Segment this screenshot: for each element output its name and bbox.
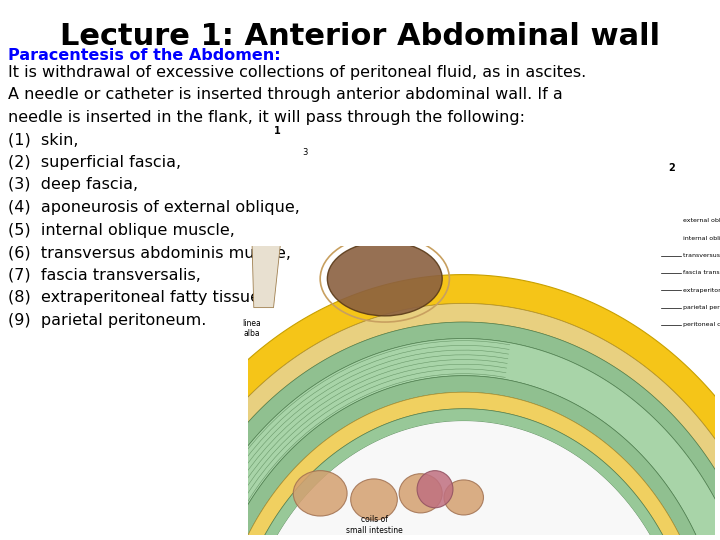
Text: Lecture 1: Anterior Abdominal wall: Lecture 1: Anterior Abdominal wall	[60, 22, 660, 51]
FancyBboxPatch shape	[279, 126, 300, 171]
Text: superficial fascia: superficial fascia	[0, 539, 1, 540]
Text: internal oblique: internal oblique	[683, 236, 720, 241]
Text: 1: 1	[274, 126, 280, 136]
Ellipse shape	[417, 471, 453, 508]
Text: fascia transversalis: fascia transversalis	[683, 271, 720, 275]
Polygon shape	[160, 303, 720, 540]
Text: A needle or catheter is inserted through anterior abdominal wall. If a: A needle or catheter is inserted through…	[8, 87, 563, 103]
Polygon shape	[137, 275, 720, 540]
Text: (8)  extraperitoneal fatty tissue,: (8) extraperitoneal fatty tissue,	[8, 290, 265, 305]
Text: external oblique: external oblique	[683, 219, 720, 224]
Text: 2: 2	[668, 164, 675, 173]
Text: Paracentesis of the Abdomen:: Paracentesis of the Abdomen:	[8, 48, 281, 63]
Ellipse shape	[444, 480, 483, 515]
Ellipse shape	[399, 474, 442, 513]
Text: peritoneal cavity: peritoneal cavity	[683, 322, 720, 327]
Polygon shape	[189, 339, 720, 540]
FancyBboxPatch shape	[650, 176, 668, 213]
Text: extraperitoneal fat: extraperitoneal fat	[683, 288, 720, 293]
Ellipse shape	[328, 241, 442, 316]
Polygon shape	[252, 241, 281, 308]
Polygon shape	[246, 409, 683, 540]
Text: 3: 3	[302, 148, 307, 157]
Text: coils of
small intestine: coils of small intestine	[346, 515, 402, 535]
Text: (9)  parietal peritoneum.: (9) parietal peritoneum.	[8, 313, 207, 327]
Text: (7)  fascia transversalis,: (7) fascia transversalis,	[8, 267, 201, 282]
Text: linea
alba: linea alba	[243, 319, 261, 339]
Text: needle is inserted in the flank, it will pass through the following:: needle is inserted in the flank, it will…	[8, 110, 525, 125]
Ellipse shape	[293, 471, 347, 516]
Text: (6)  transversus abdominis muscle,: (6) transversus abdominis muscle,	[8, 245, 291, 260]
Text: (4)  aponeurosis of external oblique,: (4) aponeurosis of external oblique,	[8, 200, 300, 215]
Text: (3)  deep fascia,: (3) deep fascia,	[8, 178, 138, 192]
Text: skin: skin	[0, 539, 1, 540]
Text: (5)  internal oblique muscle,: (5) internal oblique muscle,	[8, 222, 235, 238]
Polygon shape	[232, 392, 696, 540]
Polygon shape	[255, 421, 672, 540]
Text: rectus abdominis
in sheath: rectus abdominis in sheath	[0, 539, 1, 540]
Text: (1)  skin,: (1) skin,	[8, 132, 78, 147]
Ellipse shape	[351, 479, 397, 520]
Polygon shape	[218, 376, 709, 540]
Polygon shape	[175, 322, 720, 540]
Text: (2)  superficial fascia,: (2) superficial fascia,	[8, 155, 181, 170]
Text: It is withdrawal of excessive collections of peritoneal fluid, as in ascites.: It is withdrawal of excessive collection…	[8, 65, 586, 80]
Text: parietal peritoneum: parietal peritoneum	[683, 305, 720, 310]
Text: transversus abdominis: transversus abdominis	[683, 253, 720, 258]
